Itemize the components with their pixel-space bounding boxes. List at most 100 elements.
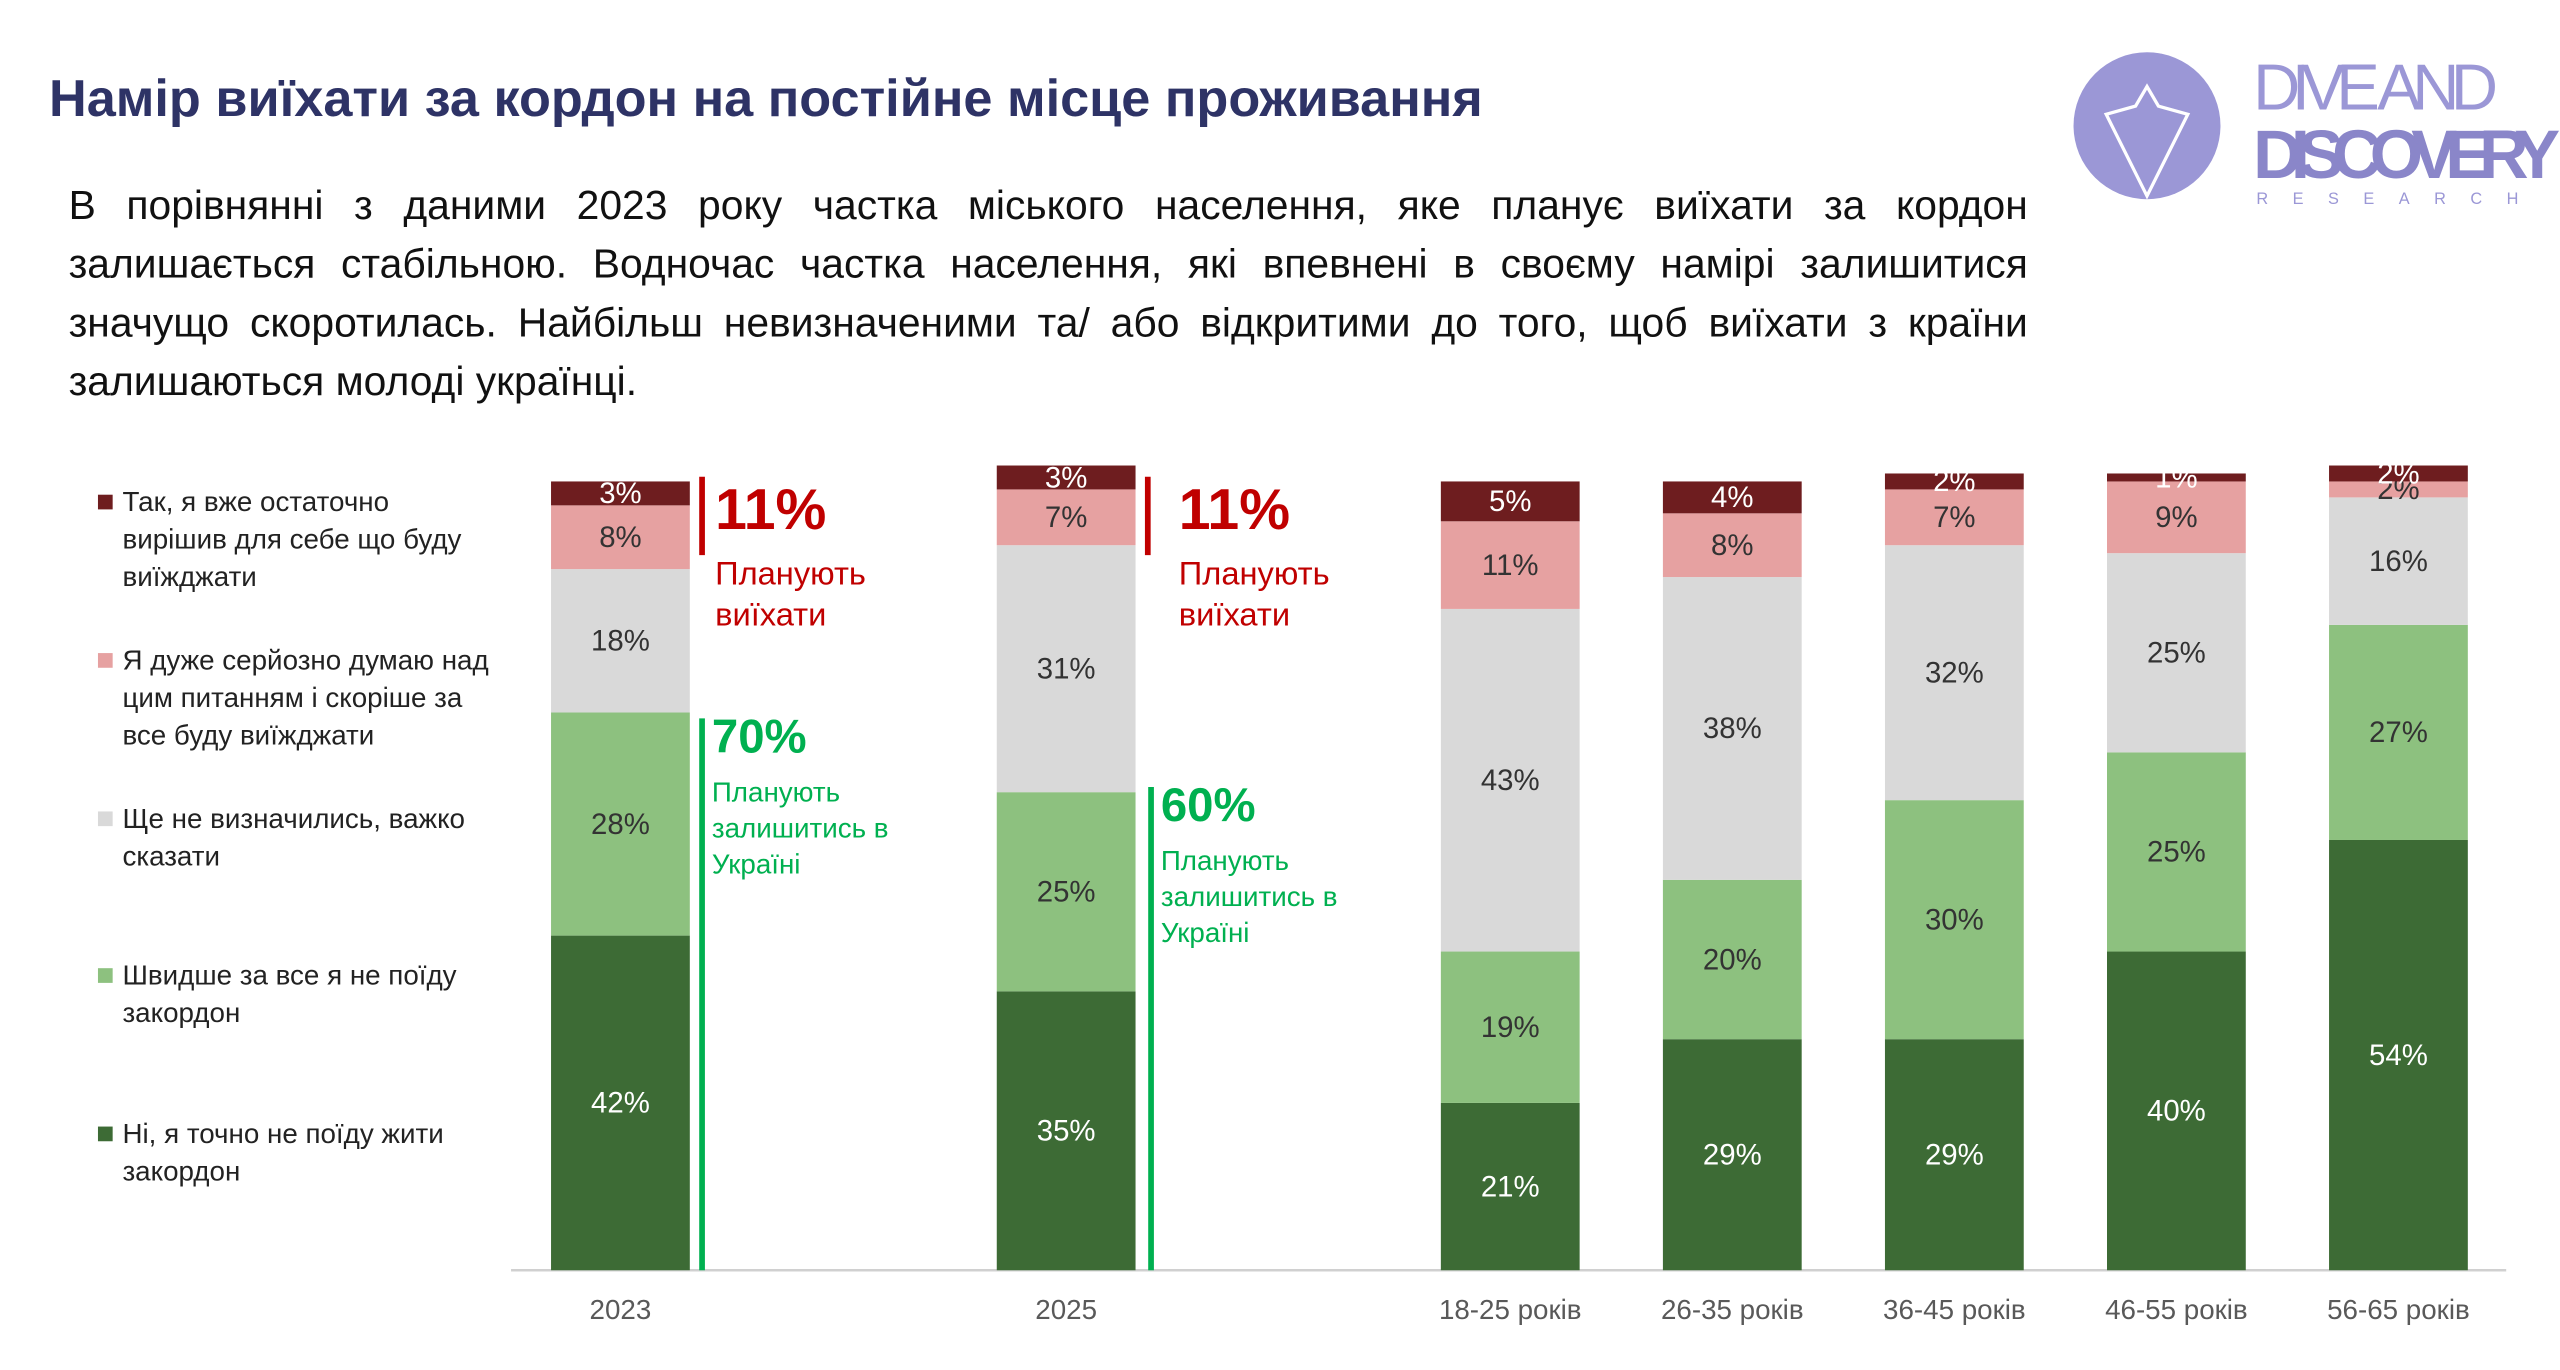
bar-segment xyxy=(1440,481,1580,522)
annotation-value: 11% xyxy=(1178,478,1291,543)
data-label: 28% xyxy=(591,808,650,841)
legend-label: Ще не визначились, важко сказати xyxy=(122,803,465,872)
data-label: 20% xyxy=(1703,943,1762,976)
legend-label: Швидше за все я не поїду закордон xyxy=(122,960,457,1029)
data-label: 29% xyxy=(1703,1139,1762,1172)
data-label: 16% xyxy=(2369,545,2428,578)
bar-segment xyxy=(996,792,1136,992)
bar-segment xyxy=(1662,577,1802,880)
logo-text: DISCOVERY xyxy=(2253,116,2560,193)
bar-segment xyxy=(996,991,1136,1271)
bar-segment xyxy=(1884,1039,2024,1271)
data-label: 54% xyxy=(2369,1039,2428,1072)
legend-item: Так, я вже остаточно вирішив для себе що… xyxy=(97,483,490,596)
logo-circle xyxy=(2073,52,2221,200)
annotation-value: 70% xyxy=(711,711,807,765)
bar-segment xyxy=(1884,545,2024,801)
logo: DIVE AND DISCOVERY RESEARCH xyxy=(2073,50,2560,208)
annotation-text: Планують виїхати xyxy=(715,556,866,634)
bar-segment xyxy=(996,545,1136,793)
data-label: 25% xyxy=(2147,836,2206,869)
bar-segment xyxy=(2106,481,2246,554)
legend-swatch xyxy=(97,811,113,827)
annotation-value: 60% xyxy=(1160,780,1256,833)
data-label: 7% xyxy=(1045,501,1087,534)
x-tick-label: 2023 xyxy=(590,1294,652,1325)
data-label: 5% xyxy=(1489,485,1531,518)
legend-swatch xyxy=(97,968,113,983)
legend-swatch xyxy=(97,653,113,668)
bar-segment xyxy=(1884,800,2024,1040)
bar-segment xyxy=(2106,553,2246,753)
data-label: 3% xyxy=(599,477,641,510)
data-label: 4% xyxy=(1711,481,1753,514)
annotation-text: Планують залишитись в Україні xyxy=(1160,845,1338,949)
bar-segment xyxy=(2106,951,2246,1271)
legend-label: Ні, я точно не поїду жити закордон xyxy=(122,1118,444,1187)
legend-label: Так, я вже остаточно вирішив для себе що… xyxy=(122,486,462,593)
bar-segment xyxy=(1884,489,2024,546)
data-label: 35% xyxy=(1037,1115,1096,1148)
bar-segment xyxy=(2329,481,2468,498)
legend-label: Я дуже серйозно думаю над цим питанням і… xyxy=(122,644,489,752)
bar-segment xyxy=(1662,879,1802,1040)
legend-item: Ні, я точно не поїду жити закордон xyxy=(97,1115,490,1190)
data-label: 27% xyxy=(2369,716,2428,749)
data-label: 25% xyxy=(2147,637,2206,670)
data-label: 32% xyxy=(1925,656,1984,689)
data-label: 3% xyxy=(1045,461,1087,494)
bar-segment xyxy=(551,935,690,1271)
annotation-value: 11% xyxy=(715,478,827,543)
data-label: 25% xyxy=(1037,876,1096,909)
legend-item: Швидше за все я не поїду закордон xyxy=(97,957,490,1032)
x-tick-label: 56-65 років xyxy=(2327,1294,2470,1325)
data-label: 42% xyxy=(591,1087,650,1120)
data-label: 19% xyxy=(1481,1011,1540,1044)
data-label: 8% xyxy=(1711,529,1753,562)
bar-segment xyxy=(1662,1039,1802,1271)
bar-segment xyxy=(2329,465,2468,482)
data-label: 8% xyxy=(599,521,641,554)
bar-segment xyxy=(1662,481,1802,514)
bar-segment xyxy=(1662,513,1802,578)
data-label: 9% xyxy=(2155,501,2197,534)
logo-mark xyxy=(2103,83,2191,200)
bar-segment xyxy=(2329,839,2468,1271)
legend-swatch xyxy=(97,494,113,510)
data-label: 29% xyxy=(1925,1139,1984,1172)
bar-segment xyxy=(2106,473,2246,482)
bar-segment xyxy=(2329,624,2468,840)
description: В порівнянні з даними 2023 року частка м… xyxy=(68,182,2028,405)
x-tick-label: 46-55 років xyxy=(2105,1294,2248,1325)
data-label: 18% xyxy=(591,625,650,658)
legend-item: Я дуже серйозно думаю над цим питанням і… xyxy=(97,642,490,755)
x-tick-label: 26-35 років xyxy=(1661,1294,1804,1325)
x-tick-label: 18-25 років xyxy=(1439,1294,1582,1325)
data-label: 21% xyxy=(1481,1170,1540,1203)
data-label: 7% xyxy=(1933,501,1975,534)
legend-item: Ще не визначились, важко сказати xyxy=(97,800,490,875)
data-label: 1% xyxy=(2155,461,2197,494)
data-label: 40% xyxy=(2147,1095,2206,1128)
data-label: 43% xyxy=(1481,764,1540,797)
bar-segment xyxy=(1884,473,2024,490)
data-label: 31% xyxy=(1037,652,1096,685)
bar-segment xyxy=(1440,521,1580,609)
annotation-text: Планують виїхати xyxy=(1178,556,1330,634)
bar-segment xyxy=(551,481,690,506)
data-label: 2% xyxy=(1933,465,1975,498)
bar-segment xyxy=(2106,752,2246,952)
data-label: 38% xyxy=(1703,712,1762,745)
legend-swatch xyxy=(97,1126,113,1142)
bar-segment xyxy=(1440,1102,1580,1271)
bar-segment xyxy=(1440,608,1580,952)
x-tick-label: 36-45 років xyxy=(1883,1294,2026,1325)
bar-segment xyxy=(551,569,690,713)
bar-segment xyxy=(996,465,1136,490)
data-label: 2% xyxy=(2377,457,2419,490)
bar-segment xyxy=(1440,951,1580,1103)
bar-segment xyxy=(996,489,1136,546)
logo-text: DIVE AND xyxy=(2253,50,2498,123)
